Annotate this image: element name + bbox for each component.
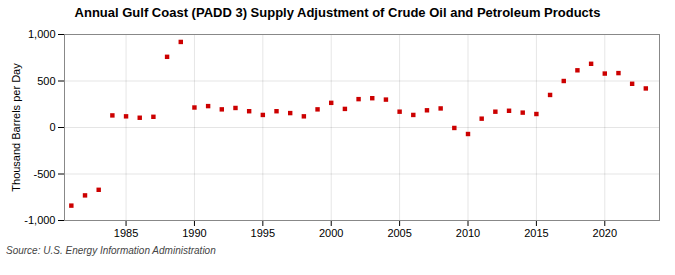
svg-text:-1,000: -1,000 bbox=[24, 214, 55, 226]
svg-text:1,000: 1,000 bbox=[28, 28, 56, 40]
html-text:Source: U.S. Energy Informatio: Source: U.S. Energy Information Administ… bbox=[6, 245, 216, 256]
svg-text:0: 0 bbox=[49, 121, 55, 133]
svg-text:1985: 1985 bbox=[114, 227, 138, 239]
svg-text:2010: 2010 bbox=[456, 227, 480, 239]
svg-text:2005: 2005 bbox=[387, 227, 411, 239]
html-text:Annual Gulf Coast (PADD 3) Sup: Annual Gulf Coast (PADD 3) Supply Adjust… bbox=[74, 5, 601, 20]
svg-text:2000: 2000 bbox=[319, 227, 343, 239]
svg-text:500: 500 bbox=[37, 75, 55, 87]
svg-text:2020: 2020 bbox=[593, 227, 617, 239]
svg-text:1995: 1995 bbox=[251, 227, 275, 239]
svg-text:2015: 2015 bbox=[524, 227, 548, 239]
svg-text:Thousand Barrels per Day: Thousand Barrels per Day bbox=[10, 63, 22, 192]
svg-text:-500: -500 bbox=[33, 168, 55, 180]
svg-text:1990: 1990 bbox=[182, 227, 206, 239]
